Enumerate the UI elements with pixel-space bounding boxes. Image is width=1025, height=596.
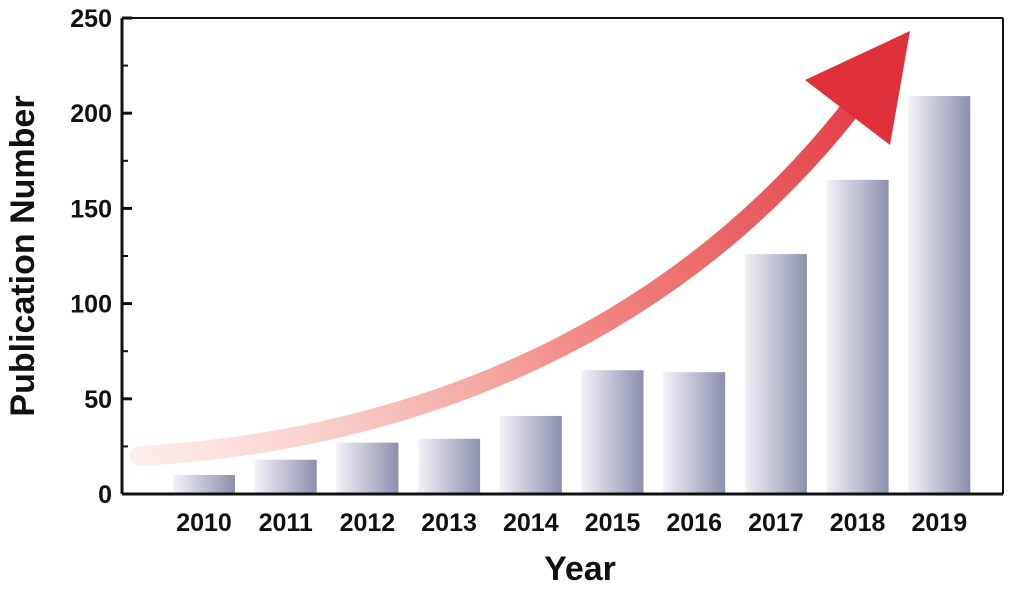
bar-2018 [826,179,889,494]
x-tick-label-2013: 2013 [421,509,477,537]
y-tick-label-100: 100 [70,291,112,319]
bar-2019 [908,96,971,495]
trend-arrow-shaft [130,92,866,466]
x-tick-label-2014: 2014 [503,509,559,537]
trend-arrow [130,31,910,466]
y-tick-label-200: 200 [70,100,112,128]
bar-2010 [173,474,235,494]
bar-2011 [254,459,317,494]
y-tick-label-250: 250 [70,5,112,33]
bar-2014 [499,415,562,494]
x-tick-label-2011: 2011 [259,509,313,537]
y-tick-label-0: 0 [98,481,112,509]
bar-2016 [663,372,726,494]
bars-layer [173,96,971,495]
x-tick-label-2012: 2012 [340,509,396,537]
bar-2015 [581,370,644,494]
y-ticks: 0 50 100 150 200 250 [70,5,132,509]
y-axis-title: Publication Number [4,95,42,416]
x-tick-label-2015: 2015 [585,509,641,537]
y-tick-label-150: 150 [70,195,112,223]
bar-2017 [744,254,807,494]
x-ticks: 2010 2011 2012 2013 2014 2015 2016 2017 2018 2019 [176,509,967,537]
bar-2012 [336,442,399,494]
x-tick-label-2010: 2010 [176,509,232,537]
y-tick-label-50: 50 [84,386,112,414]
x-tick-label-2017: 2017 [748,509,804,537]
x-tick-label-2018: 2018 [830,509,886,537]
x-axis-title: Year [544,550,616,588]
x-tick-label-2016: 2016 [666,509,722,537]
x-tick-label-2019: 2019 [911,509,967,537]
trend-arrow-head [805,31,910,145]
bar-2013 [418,438,481,494]
